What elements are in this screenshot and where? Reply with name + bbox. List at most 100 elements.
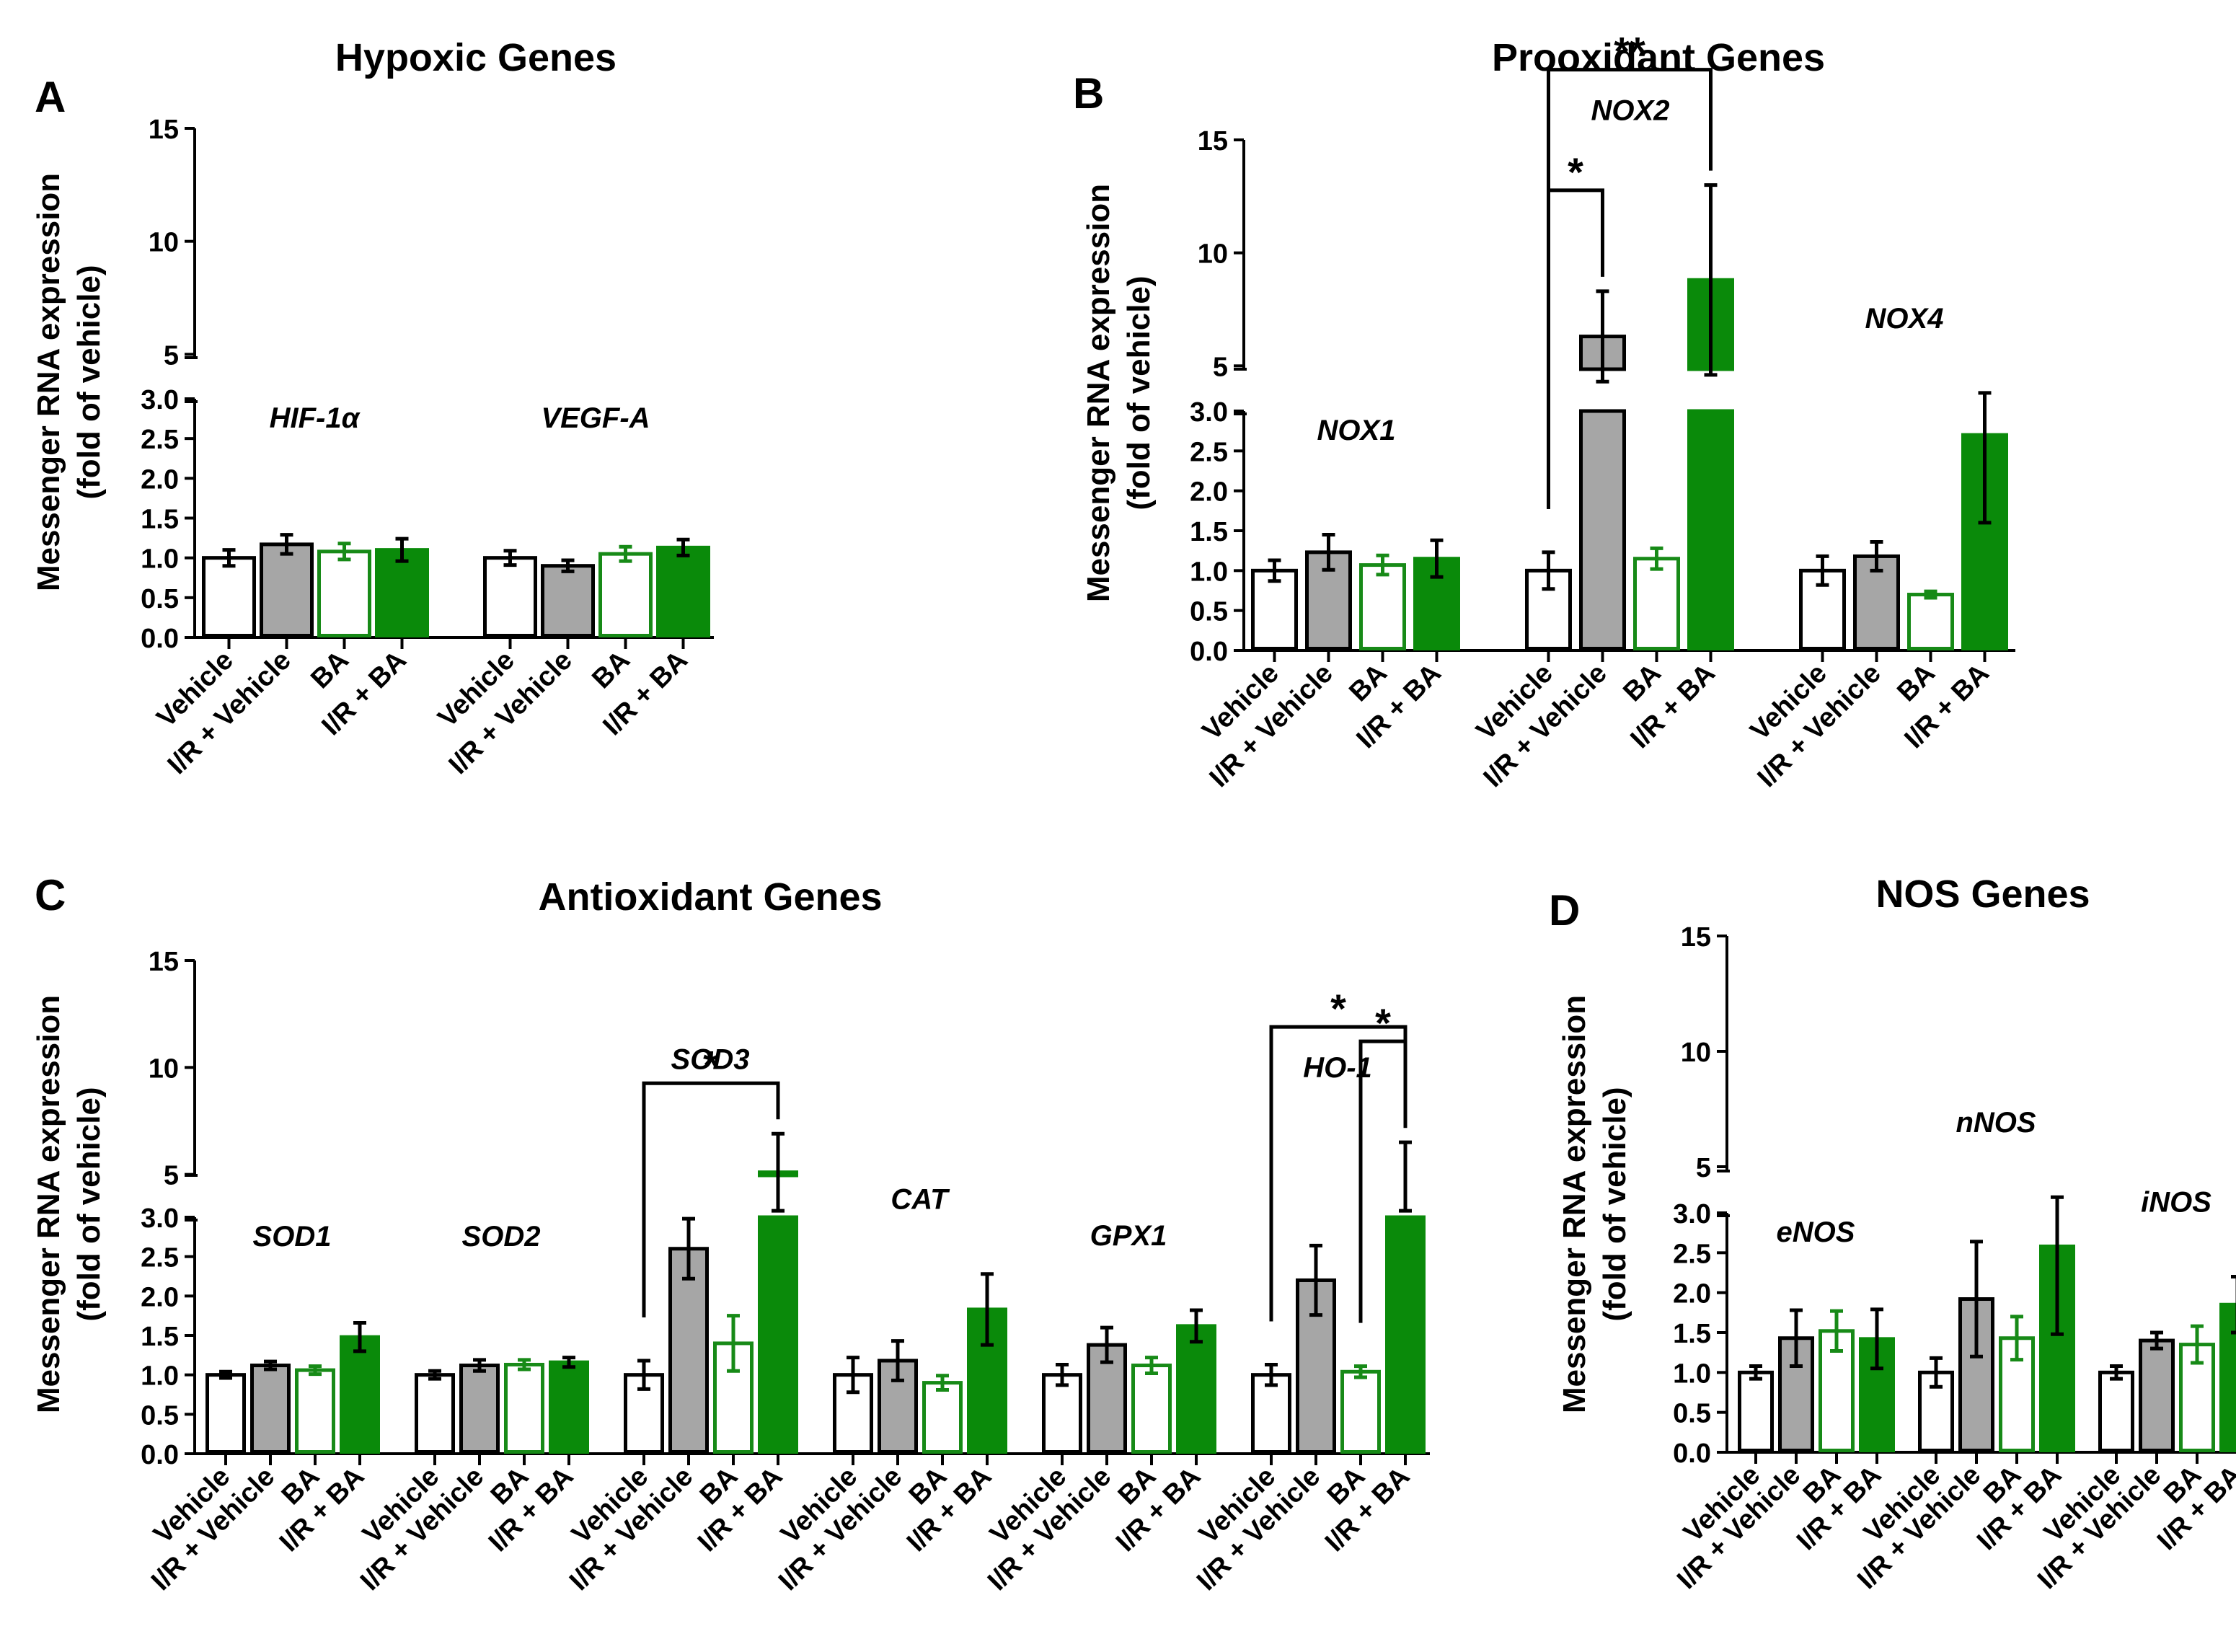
y-tick-label: 2.5 [141,1243,179,1273]
bar-ba [1131,1364,1172,1454]
bracket-line [1358,1039,1408,1323]
y-tick-label: 0.0 [1190,637,1228,667]
gene-name: NOX1 [1317,415,1396,446]
gene-label: CAT [891,1184,950,1216]
x-tick-label: I/R + BA [692,1462,788,1558]
bar-vehicle [202,556,256,638]
y-axis-label-line2: (fold of vehicle) [71,265,107,499]
gene-label: GPX1 [1090,1220,1167,1252]
bar-ba [1633,557,1680,651]
y-tick-label: 0.0 [141,624,179,654]
bar-ir-vehicle [541,564,595,638]
bar-ir-vehicle [260,542,314,637]
panel-A: A Hypoxic Genes Messenger RNA expression (f… [31,36,714,780]
bar-ba [1340,1369,1381,1454]
x-tick-label: BA [586,645,636,695]
y-tick-label: 1.5 [141,505,179,535]
y-tick-label: 1.0 [1673,1359,1711,1389]
y-axis-label-line2: (fold of vehicle) [71,1087,107,1321]
bar-vehicle [2098,1370,2134,1453]
y-tick-label: 0.5 [1190,597,1228,627]
gene-name: SOD1 [253,1221,332,1253]
y-tick-label: 3.0 [1190,397,1228,428]
y-axis-label: Messenger RNA expression (fold of vehicle… [31,173,107,591]
y-axis-label: Messenger RNA expression (fold of vehicle… [1557,995,1632,1413]
bar-ir-ba [549,1360,589,1454]
gene-name: HIF-1 [270,402,342,434]
significance-bracket: * [1358,1000,1408,1323]
panel-letter: B [1073,69,1104,118]
y-tick-label: 5 [1696,1153,1711,1183]
significance-label: * [1330,986,1346,1031]
y-tick-label: 0.0 [141,1440,179,1470]
y-tick-label: 0.5 [141,1400,179,1431]
x-tick-label-group: I/R + BA [1110,1462,1206,1558]
gene-name: eNOS [1777,1216,1855,1248]
panel-title: Hypoxic Genes [335,36,617,79]
gene-label: HIF-1α [270,402,361,434]
y-axis-label-line1: Messenger RNA expression [1081,184,1116,602]
panel-title: Antioxidant Genes [538,875,882,919]
bar-vehicle [415,1373,455,1454]
bar-ba [1999,1336,2035,1453]
bar-ir-vehicle [1778,1336,1814,1453]
bar-ir-ba [1687,409,1734,650]
bar-vehicle [1251,1373,1291,1454]
y-tick-label: 1.0 [141,544,179,575]
x-tick-label-group: BA [586,645,636,695]
x-tick-label: I/R + BA [1110,1462,1206,1558]
y-tick-label: 3.0 [141,1203,179,1234]
y-tick-label: 0.5 [141,584,179,614]
bar-ba [1907,593,1954,650]
y-tick-label: 3.0 [1673,1199,1711,1229]
y-tick-label: 15 [1681,922,1711,953]
x-tick-label-group: I/R + BA [1320,1462,1415,1558]
panel-B: B Prooxidant Genes Messenger RNA expressio… [1073,29,2015,793]
y-tick-label: 1.5 [1673,1319,1711,1349]
x-tick-label: BA [305,645,355,695]
y-tick-label: 15 [149,115,179,145]
gene-symbol: α [342,402,361,434]
bar-ir-ba [656,545,710,637]
y-axis-label-line1: Messenger RNA expression [31,173,66,591]
panel-letter: D [1549,886,1580,935]
bar-ba [295,1368,335,1454]
y-tick-label: 15 [1198,126,1228,156]
gene-name: SOD2 [462,1221,541,1253]
gene-name: VEGF-A [541,402,650,434]
gene-name: CAT [891,1184,950,1216]
y-axis-label: Messenger RNA expression (fold of vehicle… [1081,184,1157,602]
y-tick-label: 2.0 [141,464,179,495]
significance-label: * [703,1042,719,1087]
gene-label: SOD3 [671,1043,750,1075]
y-tick-label: 1.0 [141,1361,179,1392]
x-tick-label: I/R + BA [274,1462,370,1558]
bracket-line [1547,68,1713,509]
gene-label: SOD2 [462,1221,541,1253]
y-tick-label: 10 [1198,239,1228,270]
bar-ir-ba [340,1335,380,1454]
bar-vehicle [206,1373,246,1454]
bar-ba [317,549,371,638]
gene-name: NOX2 [1591,95,1670,127]
significance-label: * [1568,149,1583,195]
y-tick-label: 1.5 [141,1322,179,1352]
gene-name: GPX1 [1090,1220,1167,1252]
panel-D: D NOS Genes Messenger RNA expression (fold … [1549,873,2236,1595]
y-tick-label: 2.5 [141,425,179,455]
x-tick-label: I/R + BA [901,1462,997,1558]
gene-name: iNOS [2141,1187,2211,1219]
gene-label: NOX1 [1317,415,1396,446]
bar-ir-vehicle [668,1247,709,1454]
x-tick-label-group: I/R + BA [483,1462,579,1558]
panel-C: C Antioxidant Genes Messenger RNA expressi… [31,871,1430,1596]
